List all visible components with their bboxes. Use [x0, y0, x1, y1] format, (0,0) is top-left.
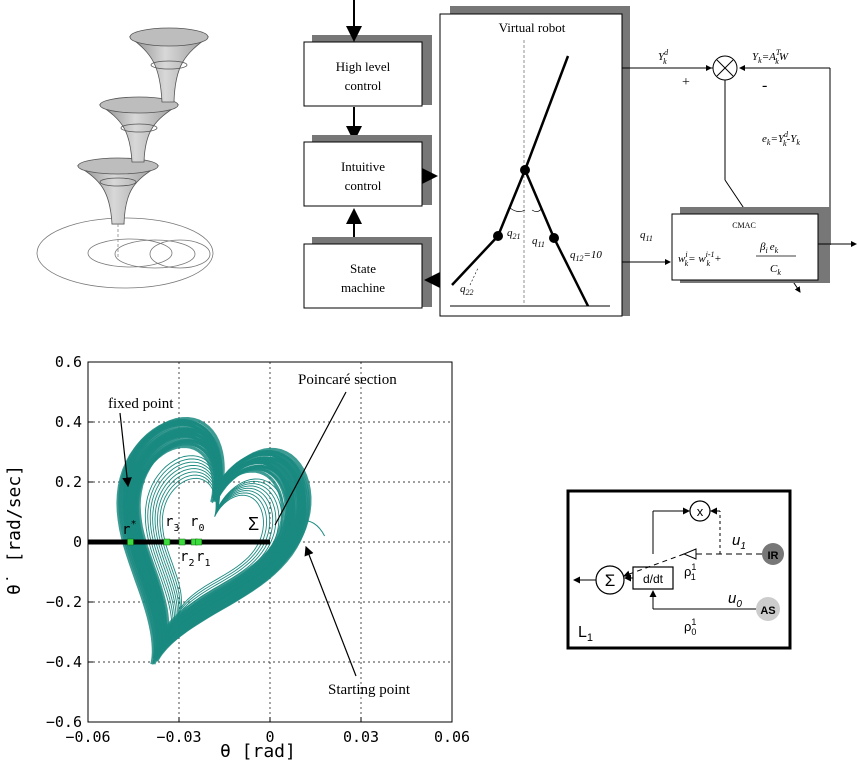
- summing-junction: [712, 55, 738, 81]
- y-axis-label: θ˙ [rad/sec]: [4, 465, 25, 595]
- y-tick-label: −0.6: [46, 713, 82, 731]
- x-tick-label: −0.03: [156, 728, 201, 746]
- cmac-block: CMAC wi k= wi-1 k + βi ek Ck: [671, 207, 830, 283]
- high-level-label-1: High level: [336, 59, 391, 74]
- intuitive-control-block: Intuitive control: [303, 135, 432, 207]
- derivative-label: d/dt: [643, 572, 664, 586]
- l1-label: L1: [578, 624, 593, 644]
- control-block-diagram: High level control Intuitive control Sta…: [303, 0, 857, 317]
- virtual-robot-label: Virtual robot: [499, 20, 566, 35]
- cmac-numerator: βi ek: [759, 241, 779, 255]
- ir-label: IR: [768, 550, 779, 562]
- transient-loop: [149, 461, 280, 629]
- high-level-label-2: control: [345, 78, 382, 93]
- section-marker: [178, 538, 186, 546]
- r2-label: r2: [180, 549, 194, 569]
- rho1-label: ρ1 1: [684, 562, 696, 582]
- q22-label: q22: [460, 283, 474, 297]
- intuitive-label-2: control: [345, 178, 382, 193]
- high-level-control-block: High level control: [303, 35, 432, 107]
- trajectory-loop: [116, 421, 307, 665]
- minus-sign: -: [762, 77, 767, 94]
- r-star-label: r*: [122, 519, 136, 538]
- as-sensor: [756, 597, 780, 621]
- cmac-denominator: Ck: [770, 263, 781, 277]
- q21-label: q21: [507, 227, 521, 241]
- chart-series-trajectory: [116, 416, 326, 665]
- y-tick-label: 0: [73, 533, 82, 551]
- funnel-illustration: [36, 27, 214, 289]
- r0-label: r0: [190, 514, 204, 534]
- r3-label: r3: [165, 514, 179, 534]
- x-tick-label: 0.06: [434, 728, 470, 746]
- q12-label: q12=10: [570, 249, 602, 263]
- transient-loop: [144, 455, 286, 637]
- transient-loop: [159, 474, 268, 613]
- trajectory-loop: [118, 418, 310, 665]
- y-tick-label: 0.4: [55, 413, 82, 431]
- u1-label: u1: [732, 532, 746, 552]
- as-label: AS: [760, 605, 775, 617]
- section-marker: [163, 538, 171, 546]
- y-tick-labels: 0.6 0.4 0.2 0 −0.2 −0.4 −0.6: [46, 353, 93, 731]
- transient-loop: [147, 458, 283, 633]
- phase-portrait-chart: 0.6 0.4 0.2 0 −0.2 −0.4 −0.6 −0.06 −0.03 0 0.03 0.…: [4, 353, 470, 762]
- sigma-label: Σ: [248, 514, 259, 534]
- x-axis-label: θ [rad]: [220, 741, 296, 762]
- plus-sign: +: [682, 75, 690, 90]
- transient-loop: [157, 471, 271, 617]
- fixed-point-annotation: fixed point: [108, 396, 174, 412]
- r1-label: r1: [196, 549, 210, 569]
- transient-loop: [161, 477, 264, 610]
- intuitive-label-1: Intuitive: [341, 159, 385, 174]
- base-ellipses: [36, 217, 214, 289]
- transient-loop: [154, 468, 274, 621]
- state-machine-block: State machine: [303, 237, 432, 309]
- chart-markers: [127, 538, 202, 546]
- y-tick-label: −0.4: [46, 653, 82, 671]
- y-tick-label: 0.6: [55, 353, 82, 371]
- starting-point-annotation: Starting point: [328, 682, 411, 698]
- rho0-label: ρ1 0: [684, 617, 696, 637]
- sum-symbol: Σ: [605, 571, 616, 590]
- hip-joint: [520, 165, 530, 175]
- state-machine-label-1: State: [350, 261, 376, 276]
- y-tick-label: 0.2: [55, 473, 82, 491]
- section-marker: [127, 538, 134, 546]
- u0-label: u0: [728, 590, 742, 610]
- x-tick-label: 0: [265, 728, 274, 746]
- ir-sensor: [762, 543, 784, 565]
- x-tick-labels: −0.06 −0.03 0 0.03 0.06: [65, 717, 470, 746]
- ek-label: ek=Yd k-Yk: [762, 130, 800, 148]
- q11-label: q11: [532, 235, 545, 249]
- cmac-label: CMAC: [732, 221, 756, 230]
- knee-joint-right: [549, 233, 559, 243]
- funnel-2: [98, 96, 180, 163]
- knee-joint-left: [493, 231, 503, 241]
- section-marker: [195, 538, 202, 546]
- starting-transient: [294, 520, 326, 543]
- multiply-symbol: x: [697, 504, 704, 519]
- funnel-3: [76, 157, 160, 258]
- x-tick-label: −0.06: [65, 728, 110, 746]
- robot-legs: [451, 55, 590, 307]
- y-tick-label: −0.2: [46, 593, 82, 611]
- neural-circuit-diagram: Σ x d/dt IR AS u1 u0 ρ1 1 ρ1 0 L1: [566, 489, 792, 650]
- cmac-equation: wi k= wi-1 k +: [678, 250, 722, 268]
- funnel-1: [128, 27, 210, 103]
- yk-label: Yk=AT kW: [752, 48, 789, 66]
- state-machine-label-2: machine: [341, 280, 385, 295]
- virtual-robot-block: Virtual robot q21 q11 q12=10 q22: [439, 6, 630, 317]
- poincare-annotation: Poincaré section: [298, 372, 397, 388]
- q11-signal-label: q11: [640, 229, 653, 243]
- x-tick-label: 0.03: [343, 728, 379, 746]
- yd-label: Yd k: [658, 48, 669, 66]
